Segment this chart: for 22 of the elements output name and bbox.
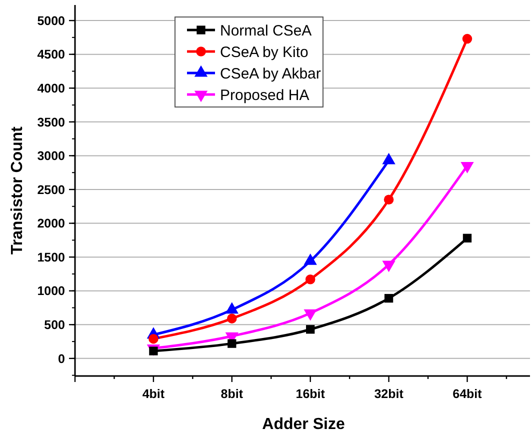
y-tick-label: 1500	[37, 250, 66, 264]
y-tick-label: 500	[44, 318, 66, 332]
legend-label: CSeA by Akbar	[220, 65, 321, 82]
y-tick-label: 1000	[37, 284, 66, 298]
x-axis-title: Adder Size	[262, 416, 345, 433]
y-tick-label: 5000	[37, 14, 66, 28]
y-tick-label: 4500	[37, 48, 66, 62]
x-tick-label: 64bit	[452, 387, 483, 401]
x-tick-label: 4bit	[142, 387, 166, 401]
legend-label: Proposed HA	[220, 86, 310, 104]
legend-label: CSeA by Kito	[220, 44, 308, 61]
y-tick-label: 3000	[37, 149, 66, 164]
x-tick-label: 16bit	[296, 387, 326, 401]
y-tick-label: 4000	[37, 81, 66, 96]
y-tick-label: 0	[58, 352, 66, 366]
legend-label: Normal CSeA	[220, 22, 312, 40]
y-tick-label: 2000	[37, 216, 66, 231]
y-axis-title: Transistor Count	[9, 126, 26, 255]
y-tick-label: 2500	[37, 182, 66, 197]
x-tick-label: 8bit	[220, 387, 244, 401]
x-tick-label: 32bit	[374, 387, 404, 401]
y-tick-label: 3500	[37, 115, 66, 130]
